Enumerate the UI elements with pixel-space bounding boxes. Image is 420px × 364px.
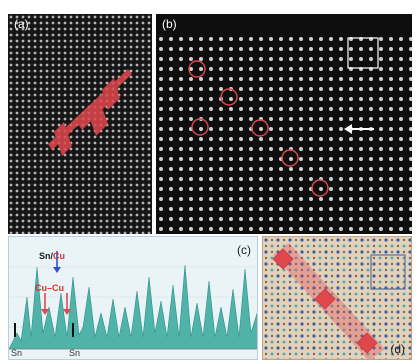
sn-label: Sn <box>39 251 51 261</box>
panel-b-lattice-image <box>156 14 412 234</box>
panel-a-red-highlight <box>48 69 132 156</box>
panel-a: (a) <box>8 14 152 234</box>
panel-c-cu-cu-label: Cu–Cu <box>35 283 64 293</box>
panel-c-sn-cu-label: Sn/Cu <box>39 251 65 261</box>
panel-c-label: (c) <box>237 243 251 257</box>
panel-d-label: (d) <box>390 342 405 356</box>
panel-c-sn-markers <box>14 323 74 337</box>
separator-label: / <box>50 251 54 261</box>
defect-circle <box>281 149 299 167</box>
panel-b-label: (b) <box>162 17 177 31</box>
panel-d: (d) <box>262 236 412 360</box>
panel-d-diamonds <box>272 248 378 354</box>
cu-label: Cu <box>53 251 66 261</box>
panel-a-lattice-image <box>8 14 152 234</box>
panel-c-sn-right-label: Sn <box>69 348 81 358</box>
panel-b: (b) <box>156 14 412 234</box>
profile-area <box>9 264 257 350</box>
panel-c-intensity-profile <box>9 237 257 359</box>
panel-b-arrow <box>344 124 374 134</box>
defect-circle <box>311 179 329 197</box>
panel-b-defect-circles <box>188 60 329 197</box>
panel-d-atomic-model <box>263 237 411 359</box>
panel-d-unit-cell-box <box>370 254 406 290</box>
defect-circle <box>191 118 209 136</box>
panel-a-label: (a) <box>14 17 29 31</box>
defect-circle <box>188 60 206 78</box>
panel-b-unit-cell-box <box>347 37 379 69</box>
defect-circle <box>251 119 269 137</box>
defect-circle <box>220 88 238 106</box>
panel-c-arrows <box>41 251 71 315</box>
panel-c-sn-left-label: Sn <box>11 348 23 358</box>
panel-c: Sn/Cu Cu–Cu Sn Sn (c) <box>8 236 258 360</box>
